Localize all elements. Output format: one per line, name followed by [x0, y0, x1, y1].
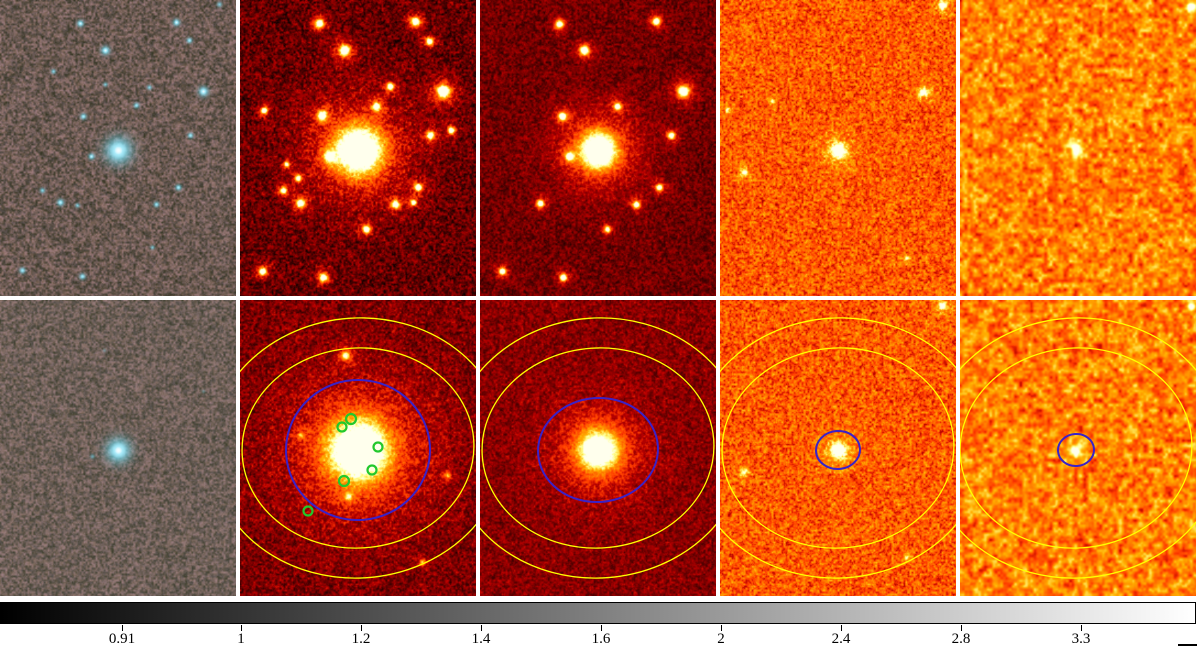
aperture-ellipse-blue-2 [815, 429, 861, 471]
panel-grid [0, 0, 1196, 596]
colorbar-tick-5 [721, 625, 722, 631]
colorbar-tick-2 [361, 625, 362, 631]
aperture-ellipse-yellow-0 [481, 347, 715, 549]
image-panel-r1c1 [0, 0, 236, 296]
aperture-ellipse-blue-2 [1057, 432, 1095, 468]
colorbar-tick-7 [961, 625, 962, 631]
image-panel-r1c2 [240, 0, 476, 296]
image-panel-r1c4 [720, 0, 956, 296]
region-overlay-r2c3 [480, 317, 716, 579]
source-marker-green-5 [302, 505, 314, 517]
colorbar-tick-label-8: 3.3 [1071, 631, 1091, 647]
image-panel-r2c3 [480, 300, 716, 596]
colorbar-tick-0 [122, 625, 123, 631]
source-marker-green-4 [337, 474, 351, 488]
aperture-ellipse-yellow-1 [240, 317, 476, 579]
source-marker-green-3 [366, 464, 378, 476]
colorbar-tick-1 [241, 625, 242, 631]
colorbar-tick-label-5: 2 [717, 631, 725, 647]
colorbar-tick-label-4: 1.6 [591, 631, 611, 647]
colorbar-tick-label-6: 2.4 [831, 631, 851, 647]
aperture-ellipse-yellow-1 [960, 317, 1196, 579]
image-panel-r2c2 [240, 300, 476, 596]
colorbar-region: 0.91 1 1.2 1.4 1.6 2 2.4 2.8 3.3 [0, 600, 1200, 651]
aperture-ellipse-yellow-0 [960, 347, 1193, 549]
aperture-ellipse-yellow-1 [480, 317, 716, 579]
aperture-ellipse-blue-2 [285, 378, 431, 522]
colorbar-tick-label-0: 0.91 [108, 631, 136, 647]
source-marker-green-1 [336, 421, 348, 433]
colorbar-tick-8 [1081, 625, 1082, 631]
image-panel-r2c1 [0, 300, 236, 596]
colorbar-tick-label-2: 1.2 [351, 631, 371, 647]
region-overlay-r2c5 [960, 317, 1196, 579]
region-overlay-r2c2 [240, 317, 476, 579]
image-panel-r1c3 [480, 0, 716, 296]
source-marker-green-2 [372, 441, 384, 453]
colorbar-tick-label-3: 1.4 [471, 631, 491, 647]
colorbar-tick-6 [841, 625, 842, 631]
colorbar-tick-4 [601, 625, 602, 631]
image-panel-r2c5 [960, 300, 1196, 596]
image-panel-r2c4 [720, 300, 956, 596]
colorbar-tick-3 [481, 625, 482, 631]
aperture-ellipse-yellow-1 [720, 317, 956, 579]
colorbar-tick-label-7: 2.8 [951, 631, 971, 647]
aperture-ellipse-blue-2 [537, 396, 659, 504]
aperture-ellipse-yellow-0 [721, 347, 955, 549]
colorbar-gradient [0, 602, 1196, 624]
source-marker-green-0 [344, 412, 358, 426]
region-overlay-r2c4 [720, 317, 956, 579]
image-panel-r1c5 [960, 0, 1196, 296]
aperture-ellipse-yellow-0 [241, 347, 475, 549]
colorbar-tick-label-1: 1 [237, 631, 245, 647]
scale-bar [1178, 644, 1197, 646]
